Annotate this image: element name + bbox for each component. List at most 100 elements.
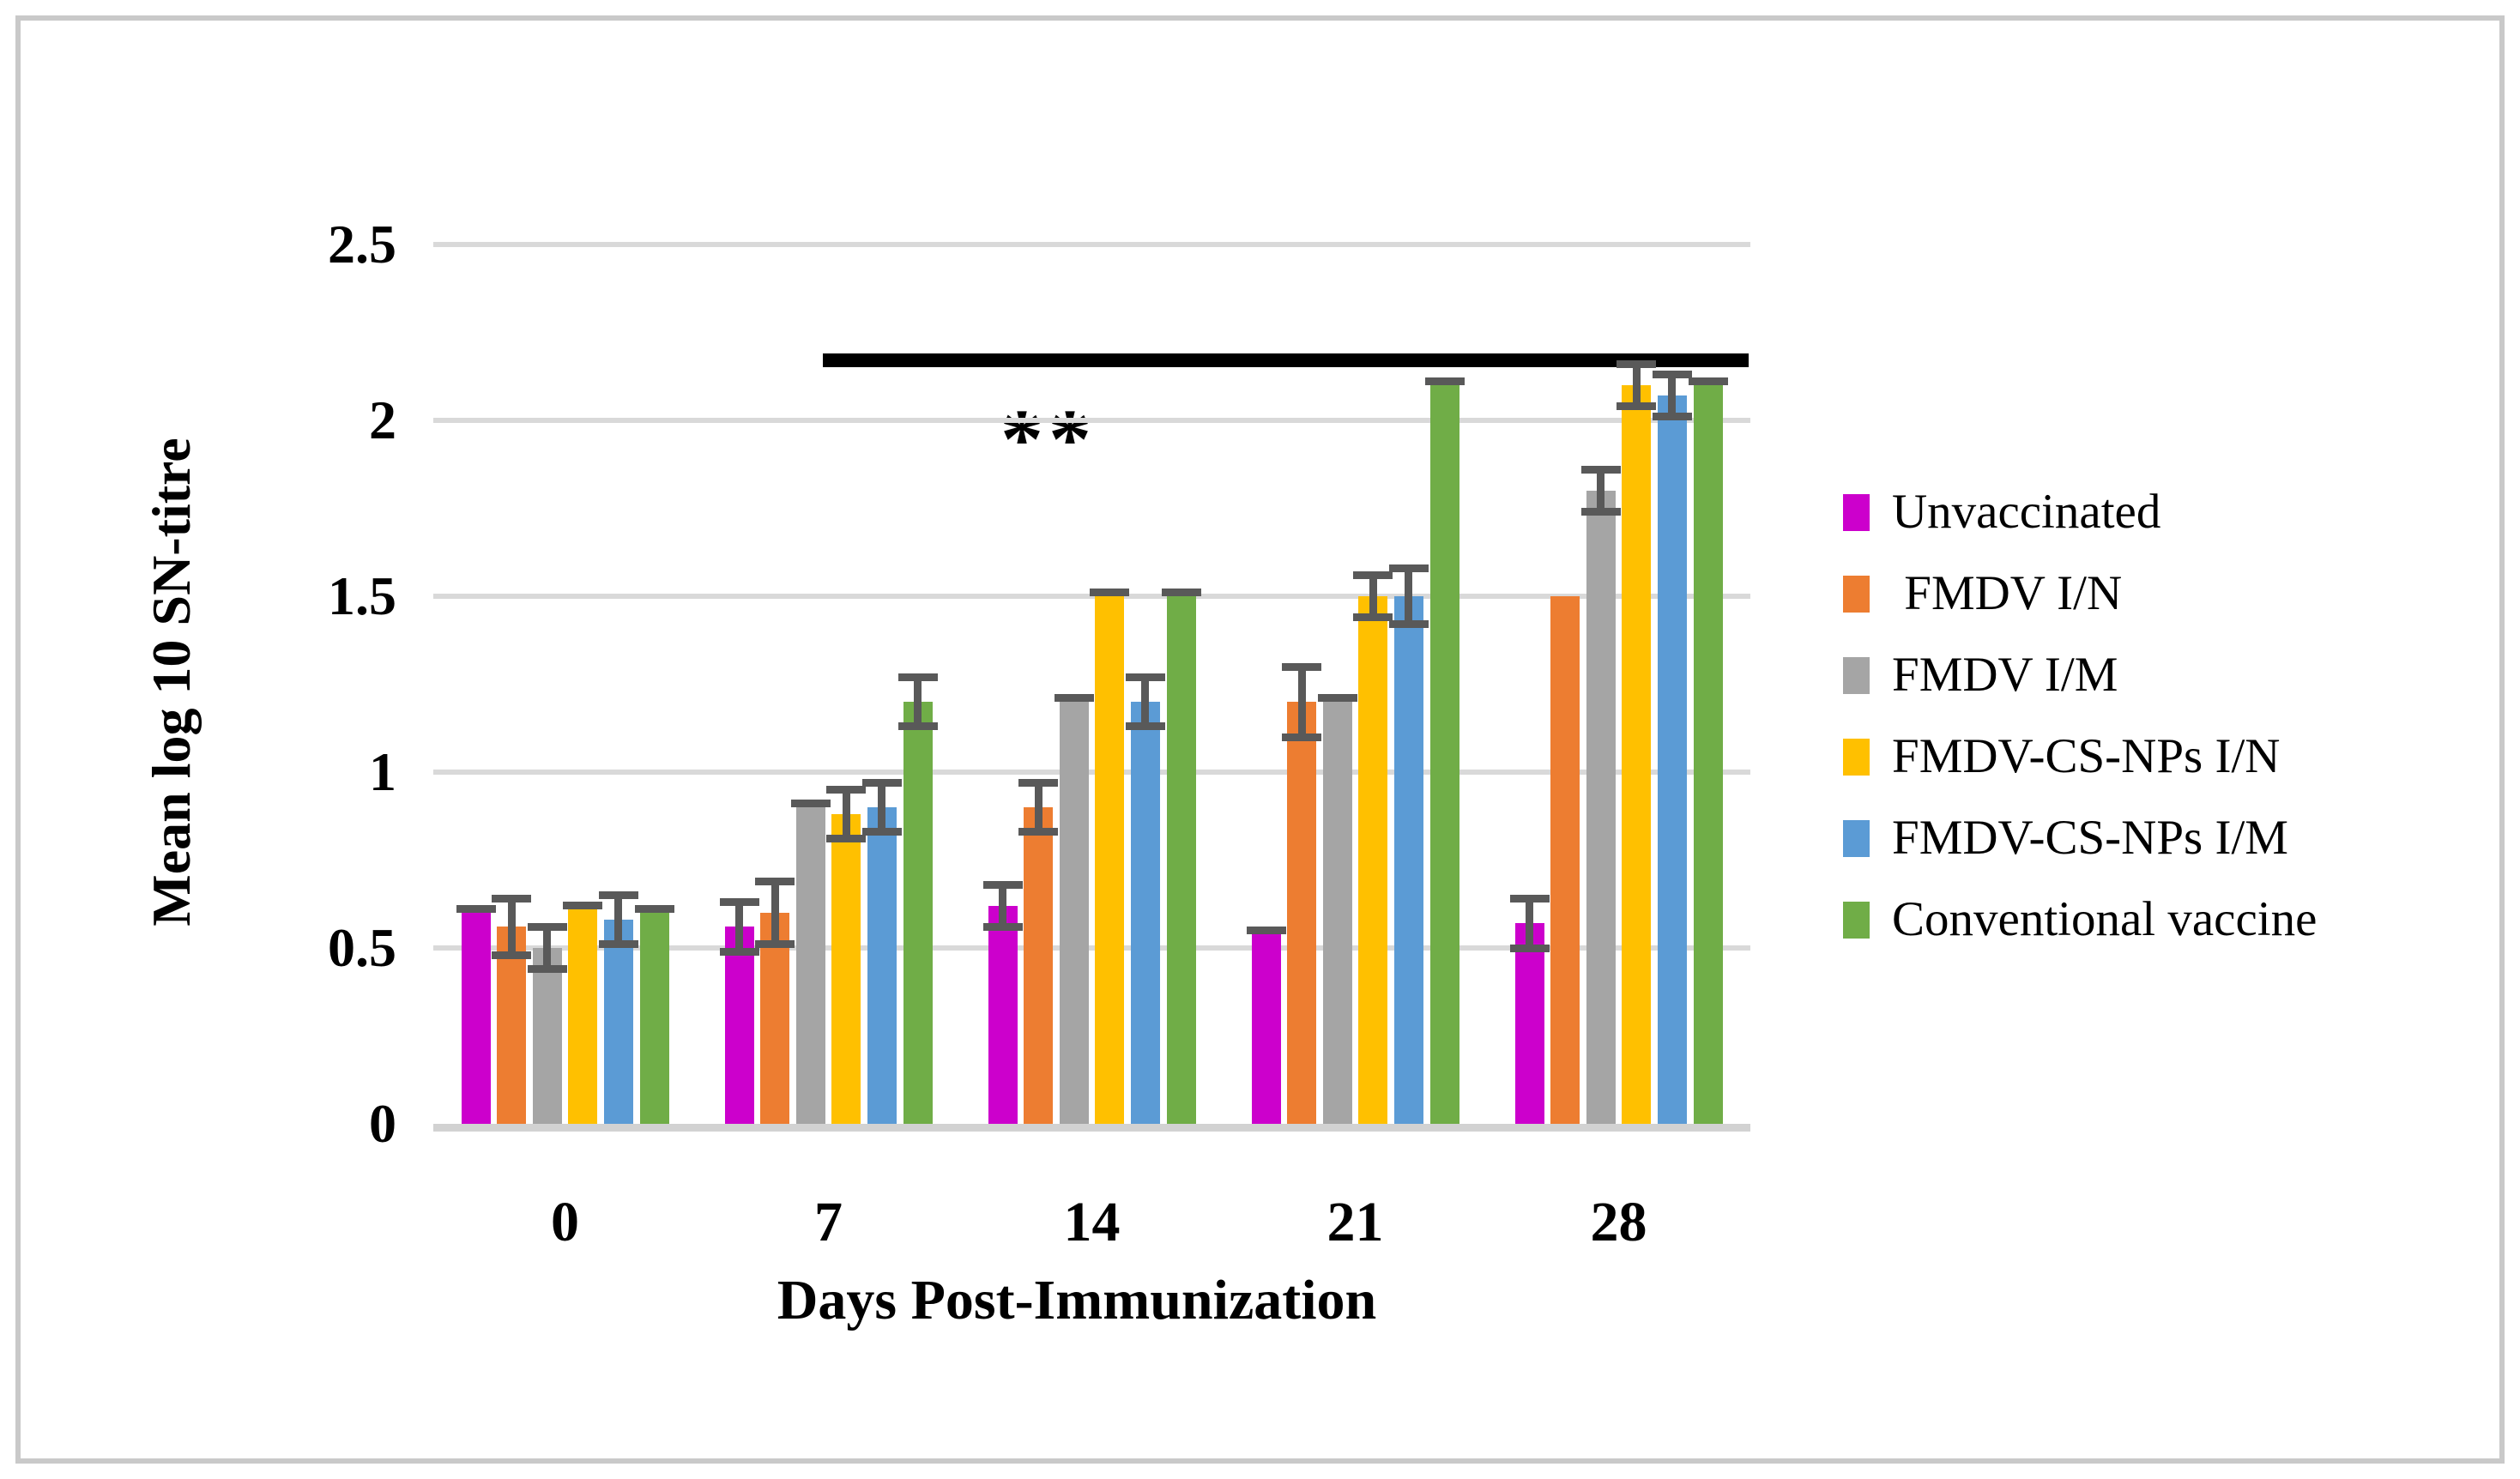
bar — [903, 702, 933, 1124]
error-bar-cap-bottom — [1353, 613, 1393, 622]
significance-line — [823, 353, 1749, 367]
legend-item: FMDV-CS-NPs I/N — [1843, 729, 2280, 784]
error-bar-cap-bottom — [1282, 733, 1322, 741]
bar — [1514, 923, 1544, 1124]
error-bar-cap-top — [755, 877, 795, 885]
error-bar-cap-top — [1054, 694, 1094, 702]
x-axis-line — [433, 1124, 1750, 1132]
error-bar-cap-top — [1282, 662, 1322, 671]
error-bar-whisker — [914, 677, 922, 727]
legend-swatch — [1843, 901, 1870, 939]
error-bar-cap-top — [1353, 570, 1393, 579]
bar — [1429, 385, 1459, 1124]
error-bar-cap-top — [527, 922, 567, 931]
bar — [639, 913, 669, 1124]
bar — [1130, 702, 1160, 1124]
bar — [867, 807, 897, 1124]
error-bar-cap-top — [1090, 589, 1130, 596]
error-bar-whisker — [1369, 575, 1377, 618]
legend-label: FMDV-CS-NPs I/N — [1892, 729, 2281, 783]
legend-item: FMDV-CS-NPs I/M — [1843, 811, 2288, 866]
bar — [831, 814, 861, 1124]
y-tick-label: 1 — [369, 741, 396, 802]
error-bar-cap-top — [563, 901, 603, 909]
legend-item: Conventional vaccine — [1843, 892, 2317, 947]
error-bar-cap-top — [492, 895, 532, 903]
error-bar-cap-top — [861, 778, 902, 787]
bar — [1059, 702, 1089, 1124]
error-bar-cap-top — [826, 786, 867, 794]
error-bar-cap-top — [982, 880, 1023, 889]
bar — [1622, 385, 1652, 1124]
y-tick-label: 2.5 — [328, 214, 396, 275]
bar — [724, 927, 754, 1124]
error-bar-whisker — [1405, 568, 1413, 625]
error-bar-cap-top — [1424, 377, 1465, 385]
bar — [1024, 807, 1054, 1124]
error-bar-cap-top — [1580, 465, 1621, 474]
error-bar-whisker — [1141, 677, 1150, 727]
bar — [1393, 596, 1423, 1124]
error-bar-whisker — [1668, 374, 1677, 417]
error-bar-cap-top — [1018, 778, 1059, 787]
x-tick-label: 28 — [1590, 1191, 1647, 1253]
bar — [1095, 596, 1125, 1124]
y-axis-title: Mean log 10 SN-titre — [141, 438, 202, 927]
legend-label: FMDV I/N — [1892, 566, 2123, 620]
legend-swatch — [1843, 656, 1870, 694]
legend-swatch — [1843, 493, 1870, 531]
error-bar-cap-bottom — [982, 922, 1023, 931]
bar — [1358, 596, 1388, 1124]
bar — [497, 927, 527, 1124]
error-bar-whisker — [735, 902, 743, 952]
legend-item: FMDV I/M — [1843, 648, 2118, 703]
x-tick-label: 14 — [1063, 1191, 1121, 1253]
legend-item: FMDV I/N — [1843, 566, 2122, 621]
error-bar-cap-bottom — [755, 940, 795, 949]
bar — [461, 913, 491, 1124]
error-bar-cap-bottom — [1617, 402, 1657, 411]
error-bar-cap-bottom — [1580, 508, 1621, 516]
error-bar-whisker — [614, 895, 623, 945]
error-bar-cap-bottom — [492, 951, 532, 959]
error-bar-cap-top — [719, 898, 759, 907]
bar — [1251, 933, 1281, 1124]
error-bar-cap-top — [790, 800, 831, 807]
error-bar-cap-bottom — [1388, 620, 1429, 629]
error-bar-cap-top — [1617, 359, 1657, 368]
error-bar-whisker — [543, 927, 552, 969]
gridline — [433, 945, 1750, 951]
error-bar-whisker — [1297, 667, 1306, 737]
error-bar-cap-top — [1161, 589, 1201, 596]
gridline — [433, 418, 1750, 423]
bar — [1657, 395, 1687, 1124]
legend-swatch — [1843, 819, 1870, 857]
legend-swatch — [1843, 738, 1870, 776]
bar — [1586, 491, 1616, 1124]
error-bar-cap-top — [1388, 564, 1429, 572]
error-bar-whisker — [507, 898, 516, 956]
error-bar-whisker — [842, 789, 850, 839]
y-tick-label: 2 — [369, 389, 396, 450]
error-bar-cap-top — [1246, 926, 1286, 934]
error-bar-cap-top — [1317, 694, 1357, 702]
y-tick-label: 1.5 — [328, 565, 396, 626]
error-bar-cap-bottom — [719, 947, 759, 956]
error-bar-whisker — [1034, 782, 1042, 832]
error-bar-whisker — [1526, 898, 1533, 948]
bar — [603, 920, 633, 1124]
x-tick-label: 7 — [814, 1191, 843, 1253]
error-bar-cap-top — [1688, 377, 1728, 385]
error-bar-cap-bottom — [1018, 828, 1059, 836]
x-tick-label: 0 — [551, 1191, 579, 1253]
error-bar-whisker — [999, 884, 1006, 927]
error-bar-cap-bottom — [1652, 413, 1692, 421]
error-bar-cap-bottom — [1509, 944, 1550, 952]
bar — [1322, 702, 1352, 1124]
error-bar-cap-top — [1125, 673, 1165, 681]
error-bar-cap-bottom — [897, 722, 938, 731]
legend-label: Conventional vaccine — [1892, 892, 2318, 946]
bar — [568, 909, 598, 1124]
gridline — [433, 594, 1750, 599]
legend-label: FMDV I/M — [1892, 648, 2118, 702]
